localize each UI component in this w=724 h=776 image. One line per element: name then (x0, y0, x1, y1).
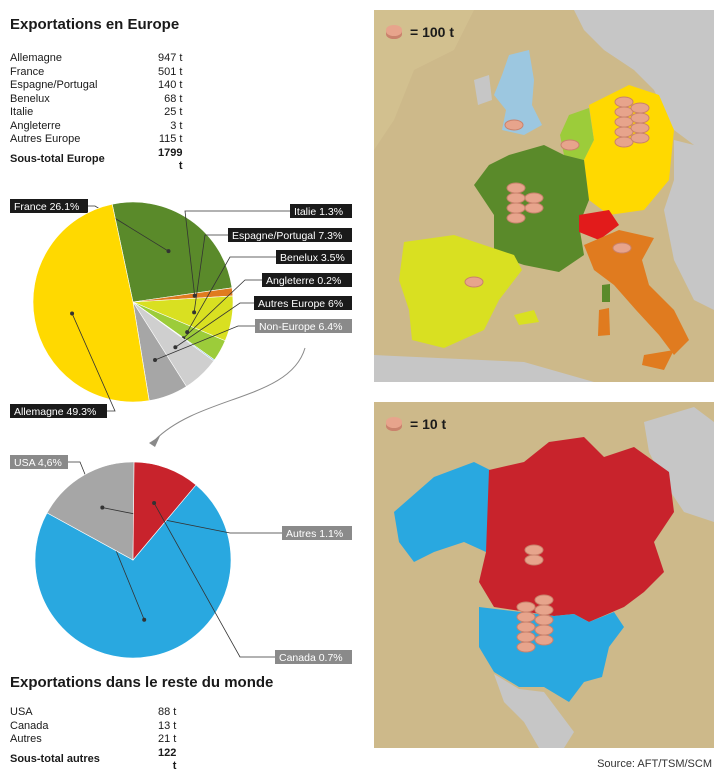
row-value: 3 t (170, 119, 183, 132)
row-label: Espagne/Portugal (10, 79, 98, 91)
coin-icon (386, 417, 402, 431)
row-value: 947 t (158, 52, 183, 64)
europe-map-legend: = 100 t (386, 24, 454, 40)
pie1-label-bg-6 (255, 319, 352, 333)
row-value: 13 t (158, 719, 177, 732)
pie2-label-bg-0 (10, 455, 68, 469)
pie2-label-bg-1 (282, 526, 352, 540)
table-row: Canada 13 t (10, 720, 176, 734)
table-row: Italie 25 t (10, 106, 182, 120)
europe-table: Allemagne 947 t France 501 t Espagne/Portuga… (10, 52, 182, 174)
pie1-label-bg-5 (254, 296, 352, 310)
pie1-leader-4 (183, 279, 262, 339)
subtotal-row: Sous-total autres 122 t (10, 747, 176, 774)
row-value: 115 t (158, 133, 183, 145)
row-value: 1799 t (158, 146, 183, 173)
pie1-leader-1 (184, 210, 290, 296)
row-label: Angleterre (10, 119, 61, 132)
row-value: 21 t (158, 733, 177, 745)
world-title: Exportations dans le reste du monde (10, 674, 274, 691)
pie1-label-5: Autres Europe 6% (258, 298, 343, 310)
table-row: Espagne/Portugal 140 t (10, 79, 182, 93)
row-label: Italie (10, 106, 34, 118)
pie1-leader-6 (154, 325, 255, 361)
pie1-label-bg-2 (228, 228, 352, 242)
pie2-label-0: USA 4,6% (14, 457, 62, 469)
usa-region (479, 607, 624, 702)
row-label: Canada (10, 719, 49, 732)
pie1-leader-7 (71, 313, 116, 412)
pie1-slice-7 (32, 203, 150, 403)
table-row: Benelux 68 t (10, 93, 182, 107)
world-table: USA 88 t Canada 13 t Autres 21 t Sous-total au… (10, 706, 176, 774)
table-row: Autres 21 t (10, 733, 176, 747)
pie2-label-bg-2 (275, 650, 352, 664)
pie1-slice-0 (111, 201, 233, 303)
row-value: 25 t (164, 106, 183, 118)
table-row: France 501 t (10, 66, 182, 80)
coin-icon (386, 25, 402, 39)
row-label: Autres (10, 733, 42, 745)
pie1-label-4: Angleterre 0.2% (266, 275, 341, 287)
pie1-leader-2 (193, 234, 228, 313)
subtotal-row: Sous-total Europe 1799 t (10, 147, 182, 174)
row-label: France (10, 65, 45, 78)
pie1-label-3: Benelux 3.5% (280, 252, 345, 264)
pie2-slice-2 (132, 461, 197, 561)
pie1-label-0: France 26.1% (14, 201, 79, 213)
pie1-label-bg-1 (290, 204, 352, 218)
row-label: USA (10, 706, 33, 718)
row-label: Allemagne (10, 52, 62, 64)
pie1-label-bg-0 (10, 199, 88, 213)
germany-region (584, 85, 674, 215)
italy-region (584, 230, 689, 355)
pie1-label-bg-3 (276, 250, 352, 264)
pie1-leader-5 (175, 302, 254, 348)
pie1-label-bg-7 (10, 404, 107, 418)
pie2-leader-0 (68, 461, 145, 620)
pie2-leader-2 (153, 502, 275, 658)
table-row: Allemagne 947 t (10, 52, 182, 66)
row-label: Autres Europe (10, 133, 81, 145)
america-map-legend: = 10 t (386, 416, 446, 432)
pie1-label-2: Espagne/Portugal 7.3% (232, 230, 342, 242)
row-value: 68 t (164, 92, 183, 105)
pie-charts: France 26.1% Italie 1.3% Espagne/Portugal … (10, 199, 352, 664)
north-america-map: = 10 t (374, 402, 714, 748)
source-note: Source: AFT/TSM/SCM (597, 758, 712, 770)
pies-connector-arrow (154, 347, 306, 441)
row-label: Benelux (10, 92, 50, 105)
pie1-leader-3 (186, 256, 276, 333)
alaska-region (394, 462, 494, 562)
pie1-leader-0 (88, 205, 169, 252)
row-label: Sous-total autres (10, 753, 100, 766)
iberia-region (399, 235, 522, 348)
pie1-label-6: Non-Europe 6.4% (259, 321, 342, 333)
row-value: 501 t (158, 65, 183, 78)
pie2-label-2: Canada 0.7% (279, 652, 343, 664)
arrow-head-icon (149, 436, 160, 447)
pie2-slice-1 (46, 461, 135, 561)
uk-region (494, 50, 542, 135)
europe-title: Exportations en Europe (10, 16, 180, 33)
pie1-label-7: Allemagne 49.3% (14, 406, 96, 418)
row-label: Sous-total Europe (10, 153, 105, 166)
pie1-label-1: Italie 1.3% (294, 206, 343, 218)
row-value: 88 t (158, 706, 177, 718)
pie2-label-1: Autres 1.1% (286, 528, 343, 540)
row-value: 122 t (158, 746, 177, 773)
europe-map: = 100 t (374, 10, 714, 382)
table-row: USA 88 t (10, 706, 176, 720)
table-row: Autres Europe 115 t (10, 133, 182, 147)
canada-region (479, 437, 674, 622)
pie1-label-bg-4 (262, 273, 352, 287)
row-value: 140 t (158, 79, 183, 91)
pie2-slice-0 (34, 484, 232, 659)
switzerland-region (579, 210, 619, 240)
table-row: Angleterre 3 t (10, 120, 182, 134)
